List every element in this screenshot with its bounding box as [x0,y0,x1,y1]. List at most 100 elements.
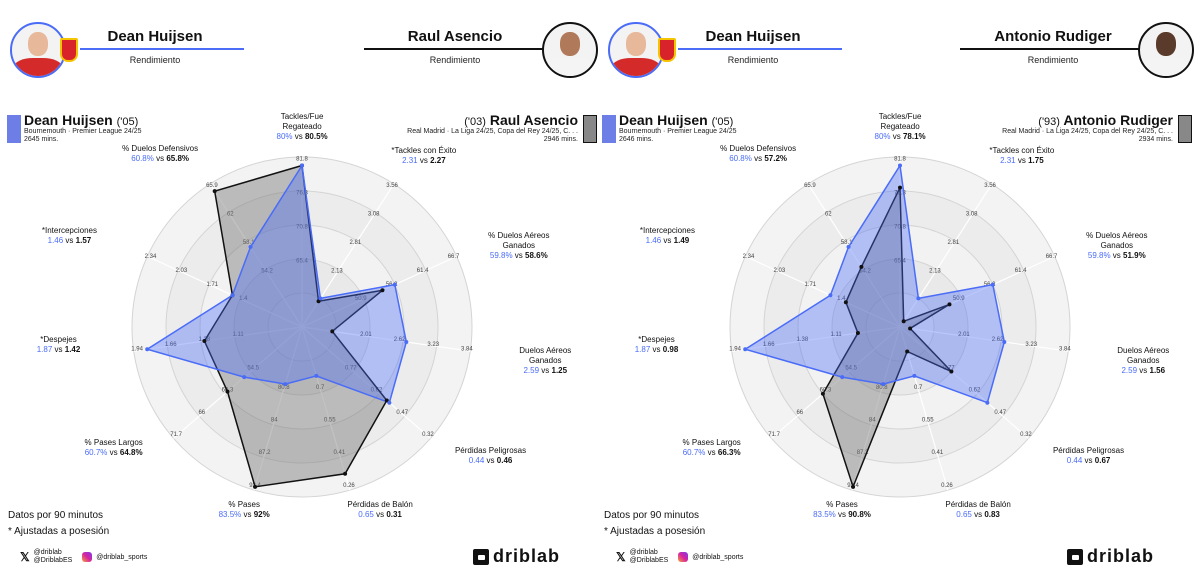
svg-text:70.8: 70.8 [894,224,906,230]
svg-text:81.8: 81.8 [296,156,308,162]
instagram-icon [678,552,689,562]
axis-label-values: 0.65 vs 0.83 [956,510,1000,520]
svg-text:58.1: 58.1 [841,240,853,246]
spain-crest-icon [658,38,676,62]
axis-label-values: 60.7% vs 66.3% [682,448,741,458]
svg-text:2.34: 2.34 [743,254,755,260]
player1-header-line [80,48,244,50]
svg-text:0.32: 0.32 [1020,432,1032,438]
svg-text:2.13: 2.13 [331,269,343,275]
axis-label-name: *Intercepciones [41,226,98,236]
axis-label: Duelos Aéreos Ganados 2.59 vs 1.56 [1117,346,1169,376]
svg-text:2.34: 2.34 [145,254,157,260]
axis-label: *Despejes 1.87 vs 0.98 [635,335,679,355]
svg-text:3.23: 3.23 [427,342,439,348]
instagram-icon [82,552,93,562]
player2-legend-swatch [583,115,597,143]
axis-label-values: 60.8% vs 57.2% [729,153,788,163]
axis-label-name: *Tackles con Éxito [391,145,457,155]
axis-label-values: 1.46 vs 1.57 [47,236,92,246]
player1-header-name: Dean Huijsen [705,28,801,45]
axis-label-name: Pérdidas Peligrosas [454,446,527,456]
svg-text:58.1: 58.1 [243,240,255,246]
player2-header-line [364,48,544,50]
social-handles: 𝕏 @driblab @DriblabES @driblab_sports [20,549,147,565]
twitter-handle-2[interactable]: @DriblabES [33,557,73,564]
axis-label: % Pases Largos 60.7% vs 64.8% [85,438,143,458]
axis-label-name: % Pases Largos [84,438,143,448]
svg-text:80.8: 80.8 [278,385,290,391]
player2-team: Real Madrid · La Liga 24/25, Copa del Re… [407,128,578,135]
footnote-possession: * Ajustadas a posesión [604,526,706,537]
axis-label-values: 80% vs 80.5% [276,132,328,141]
svg-text:2.01: 2.01 [958,332,970,338]
svg-text:81.8: 81.8 [894,156,906,162]
svg-text:0.55: 0.55 [922,418,934,424]
axis-label-name: *Tackles con Éxito [989,145,1055,155]
axis-label: *Tackles con Éxito 2.31 vs 2.27 [391,146,456,166]
svg-text:84: 84 [869,418,876,424]
svg-text:2.81: 2.81 [947,240,959,246]
axis-label-name: *Intercepciones [639,226,696,236]
player2-header-name: Antonio Rudiger [994,28,1112,45]
svg-text:1.94: 1.94 [131,347,143,353]
footnote-per90: Datos por 90 minutos [8,510,104,521]
svg-text:1.94: 1.94 [729,347,741,353]
svg-text:54.5: 54.5 [845,365,857,371]
svg-text:1.11: 1.11 [232,332,244,338]
svg-text:1.4: 1.4 [837,296,846,302]
player1-header-name: Dean Huijsen [107,28,203,45]
svg-text:66: 66 [796,410,803,416]
axis-label-name: Duelos Aéreos Ganados [1117,346,1170,366]
player1-team: Bournemouth · Premier League 24/25 [619,128,737,135]
instagram-handle[interactable]: @driblab_sports [692,553,744,561]
axis-label-values: 1.87 vs 1.42 [36,345,81,355]
comparison-panel-2: Dean Huijsen Rendimiento Antonio Rudiger… [598,0,1198,576]
svg-text:65.9: 65.9 [804,183,816,189]
x-twitter-icon: 𝕏 [616,550,626,564]
svg-text:0.41: 0.41 [932,450,944,456]
player2-header-subtitle: Rendimiento [1027,55,1079,65]
axis-label-name: Tackles/Fue Regateado [280,112,324,131]
driblab-logo: driblab [472,546,560,567]
axis-label: *Despejes 1.87 vs 1.42 [37,335,81,355]
svg-text:76.3: 76.3 [296,190,308,196]
svg-text:0.47: 0.47 [396,410,408,416]
driblab-icon [1066,548,1083,565]
axis-label: Pérdidas Peligrosas 0.44 vs 0.46 [455,446,526,466]
player1-legend-name: Dean Huijsen ('05) [24,112,139,128]
svg-text:61.4: 61.4 [417,268,429,274]
spain-crest-icon [60,38,78,62]
instagram-handle[interactable]: @driblab_sports [96,553,148,561]
player2-avatar [1138,22,1194,78]
radar-chart: 81.8 76.3 70.8 65.4 3.56 3.08 2.81 2.13 66.7 61.4… [131,156,473,498]
svg-text:3.84: 3.84 [1059,347,1071,353]
axis-label: % Pases 83.5% vs 92% [219,500,270,520]
svg-text:0.26: 0.26 [941,483,953,489]
player2-mins: 2946 mins. [543,136,578,143]
axis-label-name: *Despejes [638,335,675,345]
svg-text:0.26: 0.26 [343,483,355,489]
axis-label: Pérdidas Peligrosas 0.44 vs 0.67 [1053,446,1124,466]
axis-label: Pérdidas de Balón 0.65 vs 0.31 [347,500,412,520]
axis-label-name: % Pases [826,500,858,510]
axis-label-name: % Duelos Defensivos [720,143,797,153]
axis-label: *Tackles con Éxito 2.31 vs 1.75 [989,146,1054,166]
footnote-possession: * Ajustadas a posesión [8,526,110,537]
twitter-handle-2[interactable]: @DriblabES [629,557,669,564]
svg-text:61.4: 61.4 [1015,268,1027,274]
twitter-handle-1[interactable]: @driblab [33,549,62,556]
svg-text:66.7: 66.7 [1046,254,1058,260]
svg-text:1.71: 1.71 [804,282,816,288]
svg-text:1.66: 1.66 [763,342,775,348]
svg-text:71.7: 71.7 [768,432,780,438]
svg-text:2.01: 2.01 [360,332,372,338]
svg-text:87.2: 87.2 [259,450,271,456]
svg-text:54.2: 54.2 [261,269,273,275]
svg-text:3.84: 3.84 [461,347,473,353]
twitter-handle-1[interactable]: @driblab [629,549,658,556]
axis-label: % Pases 83.5% vs 90.8% [813,500,871,520]
player2-legend-name: ('93) Antonio Rudiger [1038,112,1173,128]
axis-label: Duelos Aéreos Ganados 2.59 vs 1.25 [519,346,571,376]
svg-text:71.7: 71.7 [170,432,182,438]
